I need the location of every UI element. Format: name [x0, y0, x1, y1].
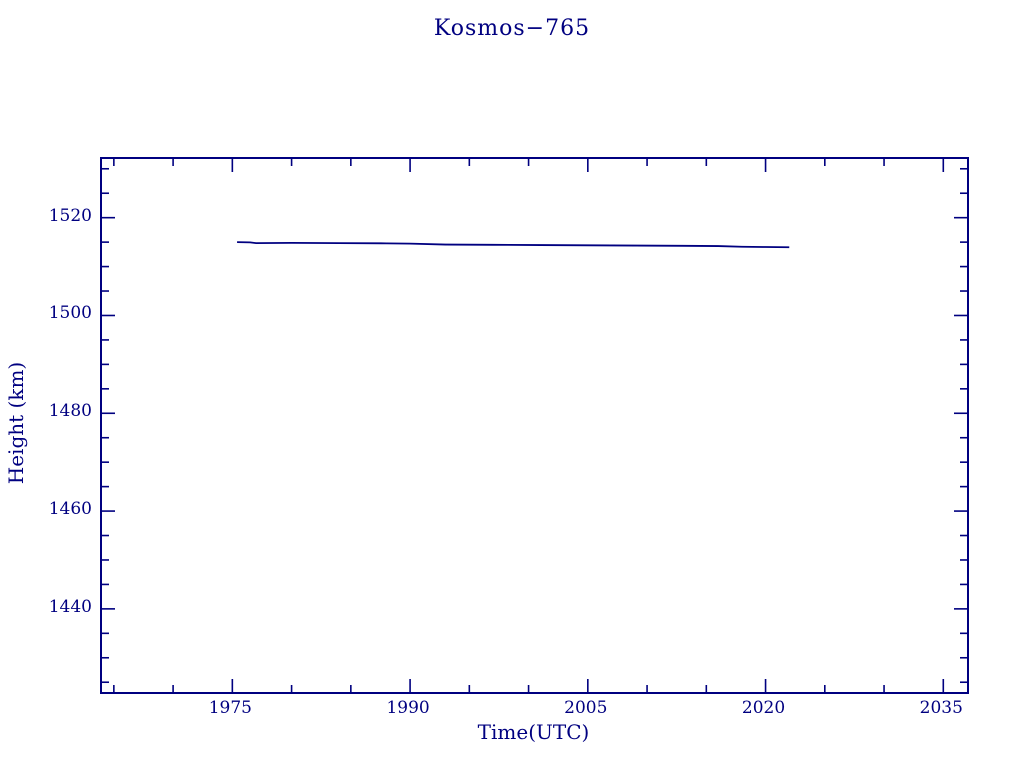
x-tick-label: 2035 [919, 698, 963, 718]
y-tick-label: 1460 [48, 499, 92, 520]
plot-canvas [102, 159, 967, 692]
y-tick-label: 1520 [48, 205, 92, 226]
y-axis-label: Height (km) [4, 361, 28, 485]
plot-area [100, 157, 969, 694]
x-tick-label: 1975 [208, 698, 252, 718]
x-axis-label: Time(UTC) [477, 720, 590, 744]
x-tick-label: 2020 [741, 698, 786, 718]
x-tick-label: 1990 [386, 698, 430, 718]
chart-title: Kosmos−765 [433, 16, 591, 41]
x-tick-label: 2005 [564, 698, 608, 718]
y-tick-label: 1480 [48, 401, 92, 422]
y-tick-label: 1440 [48, 596, 92, 617]
y-tick-label: 1500 [48, 303, 92, 324]
data-line-orbit-height [237, 241, 790, 249]
